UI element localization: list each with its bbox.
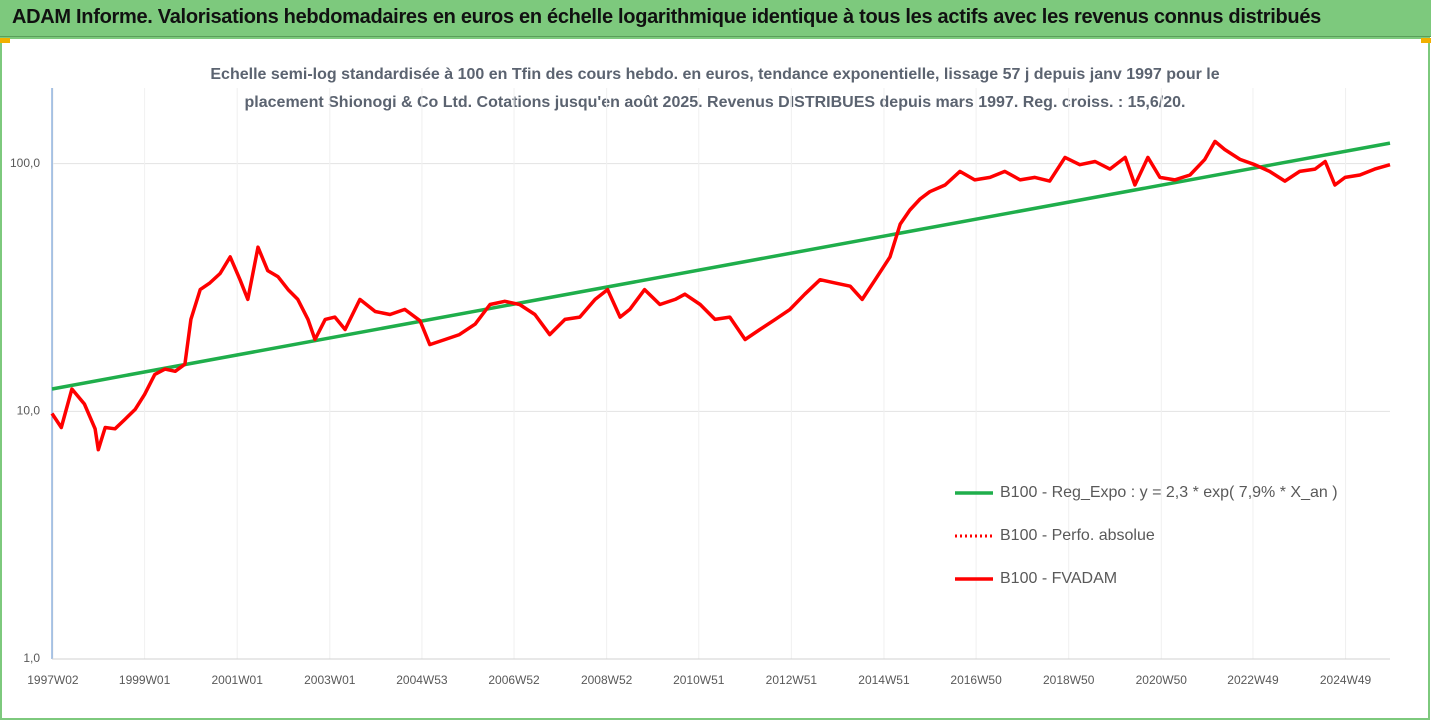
legend-label: B100 - Perfo. absolue: [1000, 527, 1155, 544]
header: ADAM Informe. Valorisations hebdomadaire…: [0, 0, 1431, 37]
legend-label: B100 - Reg_Expo : y = 2,3 * exp( 7,9% * …: [1000, 484, 1338, 501]
x-tick-label: 2012W51: [766, 673, 818, 687]
subtitle-line: Echelle semi-log standardisée à 100 en T…: [210, 66, 1219, 83]
x-tick-label: 2016W50: [950, 673, 1002, 687]
legend-label: B100 - FVADAM: [1000, 570, 1117, 587]
y-tick-label: 10,0: [17, 403, 41, 417]
x-tick-label: 1999W01: [119, 673, 171, 687]
x-tick-label: 2022W49: [1227, 673, 1279, 687]
subtitle-line: placement Shionogi & Co Ltd. Cotations j…: [245, 94, 1186, 111]
x-tick-label: 1997W02: [27, 673, 79, 687]
frame: [0, 37, 1430, 720]
x-tick-label: 2020W50: [1136, 673, 1188, 687]
x-tick-label: 2004W53: [396, 673, 448, 687]
x-tick-label: 2006W52: [488, 673, 540, 687]
corner: [0, 38, 10, 43]
page-title: ADAM Informe. Valorisations hebdomadaire…: [12, 6, 1321, 28]
x-tick-label: 2010W51: [673, 673, 725, 687]
y-tick-label: 100,0: [10, 156, 40, 170]
x-tick-label: 2014W51: [858, 673, 910, 687]
x-tick-label: 2018W50: [1043, 673, 1095, 687]
corner: [1421, 38, 1431, 43]
series-line: [51, 141, 1391, 391]
x-tick-label: 2008W52: [581, 673, 633, 687]
x-tick-label: 2024W49: [1320, 673, 1372, 687]
series-line: [50, 139, 1391, 452]
x-tick-label: 2003W01: [304, 673, 356, 687]
x-tick-label: 2001W01: [212, 673, 264, 687]
y-tick-label: 1,0: [23, 651, 40, 665]
